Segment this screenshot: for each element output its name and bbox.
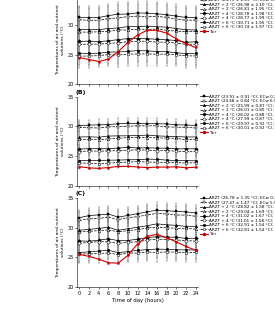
Legend: ARZT (23.91 ± 0.91 °C); ECw 0.25 dS m⁻¹, ARZT (24.48 ± 0.84 °C); ECw 6.5 dS m⁻¹,: ARZT (23.91 ± 0.91 °C); ECw 0.25 dS m⁻¹,… <box>200 95 275 135</box>
Text: (C): (C) <box>76 191 86 196</box>
Text: (B): (B) <box>76 90 86 95</box>
Legend: ARZT (26.78 ± 1.35 °C); ECw 0.3 dS m⁻¹, ARZT (27.47 ± 1.47 °C); ECw 5.5 dS m⁻¹, : ARZT (26.78 ± 1.35 °C); ECw 0.3 dS m⁻¹, … <box>200 196 275 236</box>
Legend: ARZT (24.72 ± 1.99 °C); ECw 0.3 dS m⁻¹, ARZT (24.73 ± 2.09 °C); ECw 5.5 dS m⁻¹, : ARZT (24.72 ± 1.99 °C); ECw 0.3 dS m⁻¹, … <box>200 0 275 34</box>
X-axis label: Time of day (hours): Time of day (hours) <box>112 298 163 303</box>
Y-axis label: Temperatures of air and nutrient
solutions (°C): Temperatures of air and nutrient solutio… <box>56 4 65 75</box>
Y-axis label: Temperatures of air and nutrient
solutions (°C): Temperatures of air and nutrient solutio… <box>56 106 65 177</box>
Y-axis label: Temperatures of air and nutrient
solutions (°C): Temperatures of air and nutrient solutio… <box>56 207 65 278</box>
